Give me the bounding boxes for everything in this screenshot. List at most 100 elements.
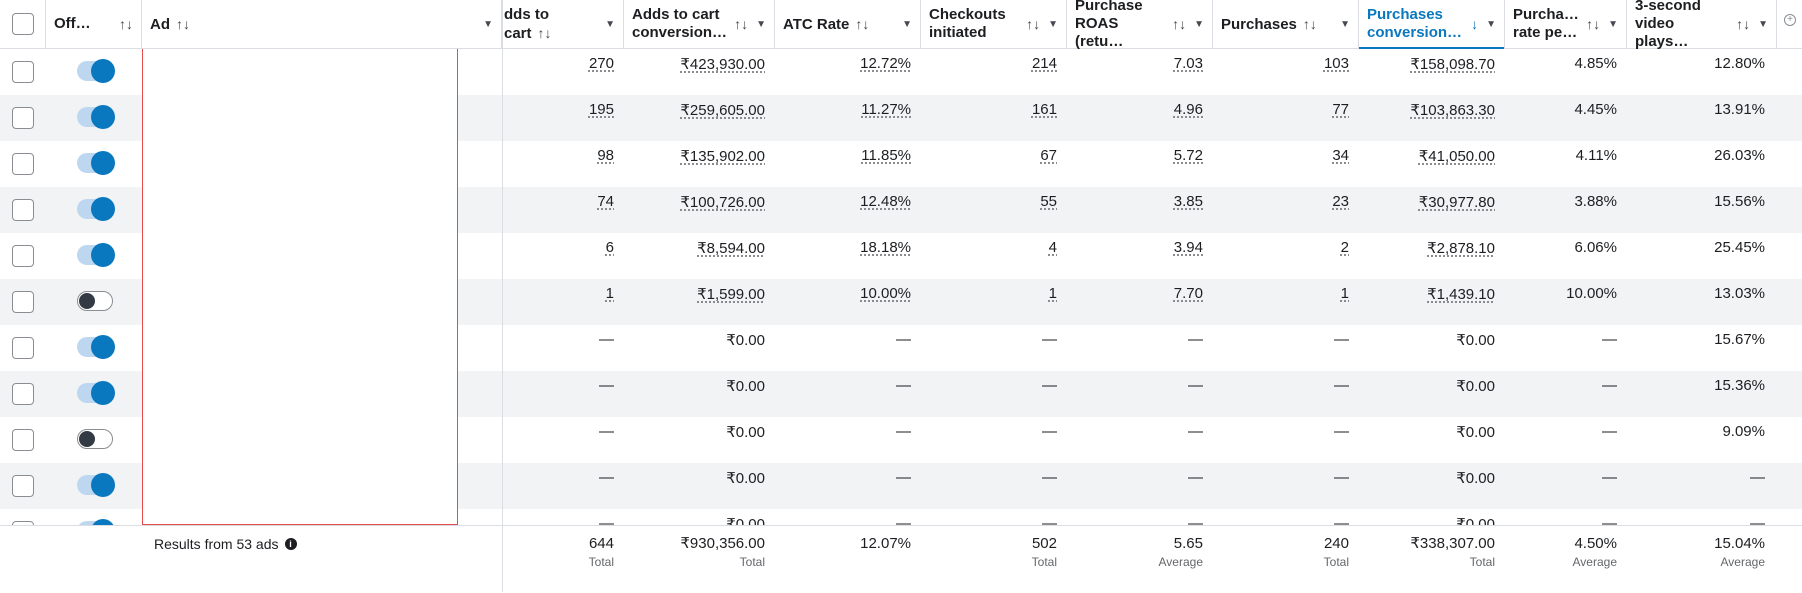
cell-checkouts[interactable]: 161 xyxy=(921,95,1067,141)
add-column-icon[interactable]: + xyxy=(1784,14,1796,26)
ad-status-toggle[interactable] xyxy=(77,381,115,405)
cell-adds-to-cart[interactable]: 74 xyxy=(502,187,624,233)
cell-atc-rate[interactable]: 12.72% xyxy=(775,49,921,95)
cell-adds-to-cart[interactable]: 1 xyxy=(502,279,624,325)
chevron-down-icon[interactable]: ▼ xyxy=(1340,18,1350,30)
cell-purch-conv[interactable]: ₹41,050.00 xyxy=(1359,141,1505,187)
row-checkbox[interactable] xyxy=(12,245,34,267)
chevron-down-icon[interactable]: ▼ xyxy=(756,18,766,30)
ad-status-toggle[interactable] xyxy=(77,151,115,175)
ad-status-toggle[interactable] xyxy=(77,429,113,449)
cell-roas[interactable]: 3.94 xyxy=(1067,233,1213,279)
cell-purchases[interactable]: 23 xyxy=(1213,187,1359,233)
cell-purch-conv[interactable]: ₹30,977.80 xyxy=(1359,187,1505,233)
cell-roas[interactable]: 7.70 xyxy=(1067,279,1213,325)
sort-icon[interactable]: ↑↓ xyxy=(176,15,190,32)
cell-purch-conv[interactable]: ₹1,439.10 xyxy=(1359,279,1505,325)
cell-purchases[interactable]: 34 xyxy=(1213,141,1359,187)
ad-status-toggle[interactable] xyxy=(77,519,115,525)
cell-atc-conv[interactable]: ₹423,930.00 xyxy=(624,49,775,95)
table-row[interactable]: — ₹0.00 — — — — ₹0.00 — — xyxy=(0,509,1802,525)
cell-purchases[interactable]: 103 xyxy=(1213,49,1359,95)
cell-adds-to-cart[interactable]: 270 xyxy=(502,49,624,95)
cell-adds-to-cart[interactable]: 98 xyxy=(502,141,624,187)
cell-atc-rate[interactable]: 11.27% xyxy=(775,95,921,141)
sort-icon[interactable]: ↑↓ xyxy=(537,24,552,41)
cell-checkouts[interactable]: 67 xyxy=(921,141,1067,187)
row-checkbox[interactable] xyxy=(12,429,34,451)
cell-atc-rate[interactable]: 12.48% xyxy=(775,187,921,233)
cell-purch-conv[interactable]: ₹103,863.30 xyxy=(1359,95,1505,141)
ad-status-toggle[interactable] xyxy=(77,473,115,497)
cell-atc-conv[interactable]: ₹100,726.00 xyxy=(624,187,775,233)
chevron-down-icon[interactable]: ▼ xyxy=(1486,18,1496,30)
cell-adds-to-cart[interactable]: 195 xyxy=(502,95,624,141)
sort-icon[interactable]: ↑↓ xyxy=(1302,15,1317,32)
col-header-checkouts[interactable]: Checkouts initiated ↑↓ ▼ xyxy=(921,0,1067,48)
chevron-down-icon[interactable]: ▼ xyxy=(902,18,912,30)
cell-roas[interactable]: 5.72 xyxy=(1067,141,1213,187)
col-header-ad[interactable]: Ad ↑↓ ▼ xyxy=(142,0,502,48)
cell-roas[interactable]: 7.03 xyxy=(1067,49,1213,95)
col-header-atc-rate[interactable]: ATC Rate ↑↓ ▼ xyxy=(775,0,921,48)
cell-checkouts[interactable]: 55 xyxy=(921,187,1067,233)
chevron-down-icon[interactable]: ▼ xyxy=(1758,18,1768,30)
cell-purchases[interactable]: 77 xyxy=(1213,95,1359,141)
table-row[interactable]: 98 ₹135,902.00 11.85% 67 5.72 34 ₹41,050.00 4.1… xyxy=(0,141,1802,187)
col-header-purchases-conversion[interactable]: Purchases conversion… ↓ ▼ xyxy=(1359,0,1505,49)
chevron-down-icon[interactable]: ▼ xyxy=(1048,18,1058,30)
cell-checkouts[interactable]: 214 xyxy=(921,49,1067,95)
chevron-down-icon[interactable]: ▼ xyxy=(1608,18,1618,30)
table-row[interactable]: 6 ₹8,594.00 18.18% 4 3.94 2 ₹2,878.10 6.06% 25.4… xyxy=(0,233,1802,279)
col-header-video-plays[interactable]: 3-second video plays… ↑↓ ▼ xyxy=(1627,0,1777,50)
info-icon[interactable]: i xyxy=(284,538,297,550)
row-checkbox[interactable] xyxy=(12,291,34,313)
cell-roas[interactable]: 4.96 xyxy=(1067,95,1213,141)
col-header-purchase-rate[interactable]: Purcha… rate pe… ↑↓ ▼ xyxy=(1505,0,1627,48)
sort-icon[interactable]: ↑↓ xyxy=(1172,16,1187,32)
sort-desc-icon[interactable]: ↓ xyxy=(1471,16,1479,32)
cell-checkouts[interactable]: 4 xyxy=(921,233,1067,279)
sort-icon[interactable]: ↑↓ xyxy=(1026,16,1041,32)
cell-adds-to-cart[interactable]: 6 xyxy=(502,233,624,279)
table-row[interactable]: — ₹0.00 — — — — ₹0.00 — 9.09% xyxy=(0,417,1802,463)
row-checkbox[interactable] xyxy=(12,199,34,221)
sort-icon[interactable]: ↑↓ xyxy=(1736,16,1751,32)
sort-icon[interactable]: ↑↓ xyxy=(734,16,749,32)
row-checkbox[interactable] xyxy=(12,383,34,405)
table-row[interactable]: — ₹0.00 — — — — ₹0.00 — 15.67% xyxy=(0,325,1802,371)
ad-status-toggle[interactable] xyxy=(77,243,115,267)
row-checkbox[interactable] xyxy=(12,107,34,129)
ad-status-toggle[interactable] xyxy=(77,197,115,221)
cell-atc-conv[interactable]: ₹8,594.00 xyxy=(624,233,775,279)
ad-status-toggle[interactable] xyxy=(77,59,115,83)
col-header-offon[interactable]: Off… ↑↓ xyxy=(46,0,142,48)
select-all-checkbox[interactable] xyxy=(11,13,34,35)
cell-checkouts[interactable]: 1 xyxy=(921,279,1067,325)
chevron-down-icon[interactable]: ▼ xyxy=(483,18,493,30)
col-header-purchases[interactable]: Purchases ↑↓ ▼ xyxy=(1213,0,1359,48)
row-checkbox[interactable] xyxy=(12,475,34,497)
cell-atc-conv[interactable]: ₹135,902.00 xyxy=(624,141,775,187)
table-row[interactable]: 270 ₹423,930.00 12.72% 214 7.03 103 ₹158,098.7… xyxy=(0,49,1802,95)
row-checkbox[interactable] xyxy=(12,521,34,525)
chevron-down-icon[interactable]: ▼ xyxy=(1194,18,1204,30)
cell-atc-rate[interactable]: 18.18% xyxy=(775,233,921,279)
cell-purch-conv[interactable]: ₹158,098.70 xyxy=(1359,49,1505,95)
row-checkbox[interactable] xyxy=(12,153,34,175)
ad-status-toggle[interactable] xyxy=(77,335,115,359)
col-header-roas[interactable]: Purchase ROAS (retu… ↑↓ ▼ xyxy=(1067,0,1213,50)
ad-status-toggle[interactable] xyxy=(77,291,113,311)
row-checkbox[interactable] xyxy=(12,61,34,83)
ad-status-toggle[interactable] xyxy=(77,105,115,129)
cell-atc-rate[interactable]: 10.00% xyxy=(775,279,921,325)
sort-icon[interactable]: ↑↓ xyxy=(855,15,870,32)
cell-atc-conv[interactable]: ₹1,599.00 xyxy=(624,279,775,325)
cell-purchases[interactable]: 1 xyxy=(1213,279,1359,325)
row-checkbox[interactable] xyxy=(12,337,34,359)
cell-atc-rate[interactable]: 11.85% xyxy=(775,141,921,187)
col-header-adds-to-cart[interactable]: dds to cart ↑↓ ▼ xyxy=(502,0,624,48)
sort-icon[interactable]: ↑↓ xyxy=(1586,16,1601,32)
cell-purch-conv[interactable]: ₹2,878.10 xyxy=(1359,233,1505,279)
col-header-atc-conversion[interactable]: Adds to cart conversion… ↑↓ ▼ xyxy=(624,0,775,48)
